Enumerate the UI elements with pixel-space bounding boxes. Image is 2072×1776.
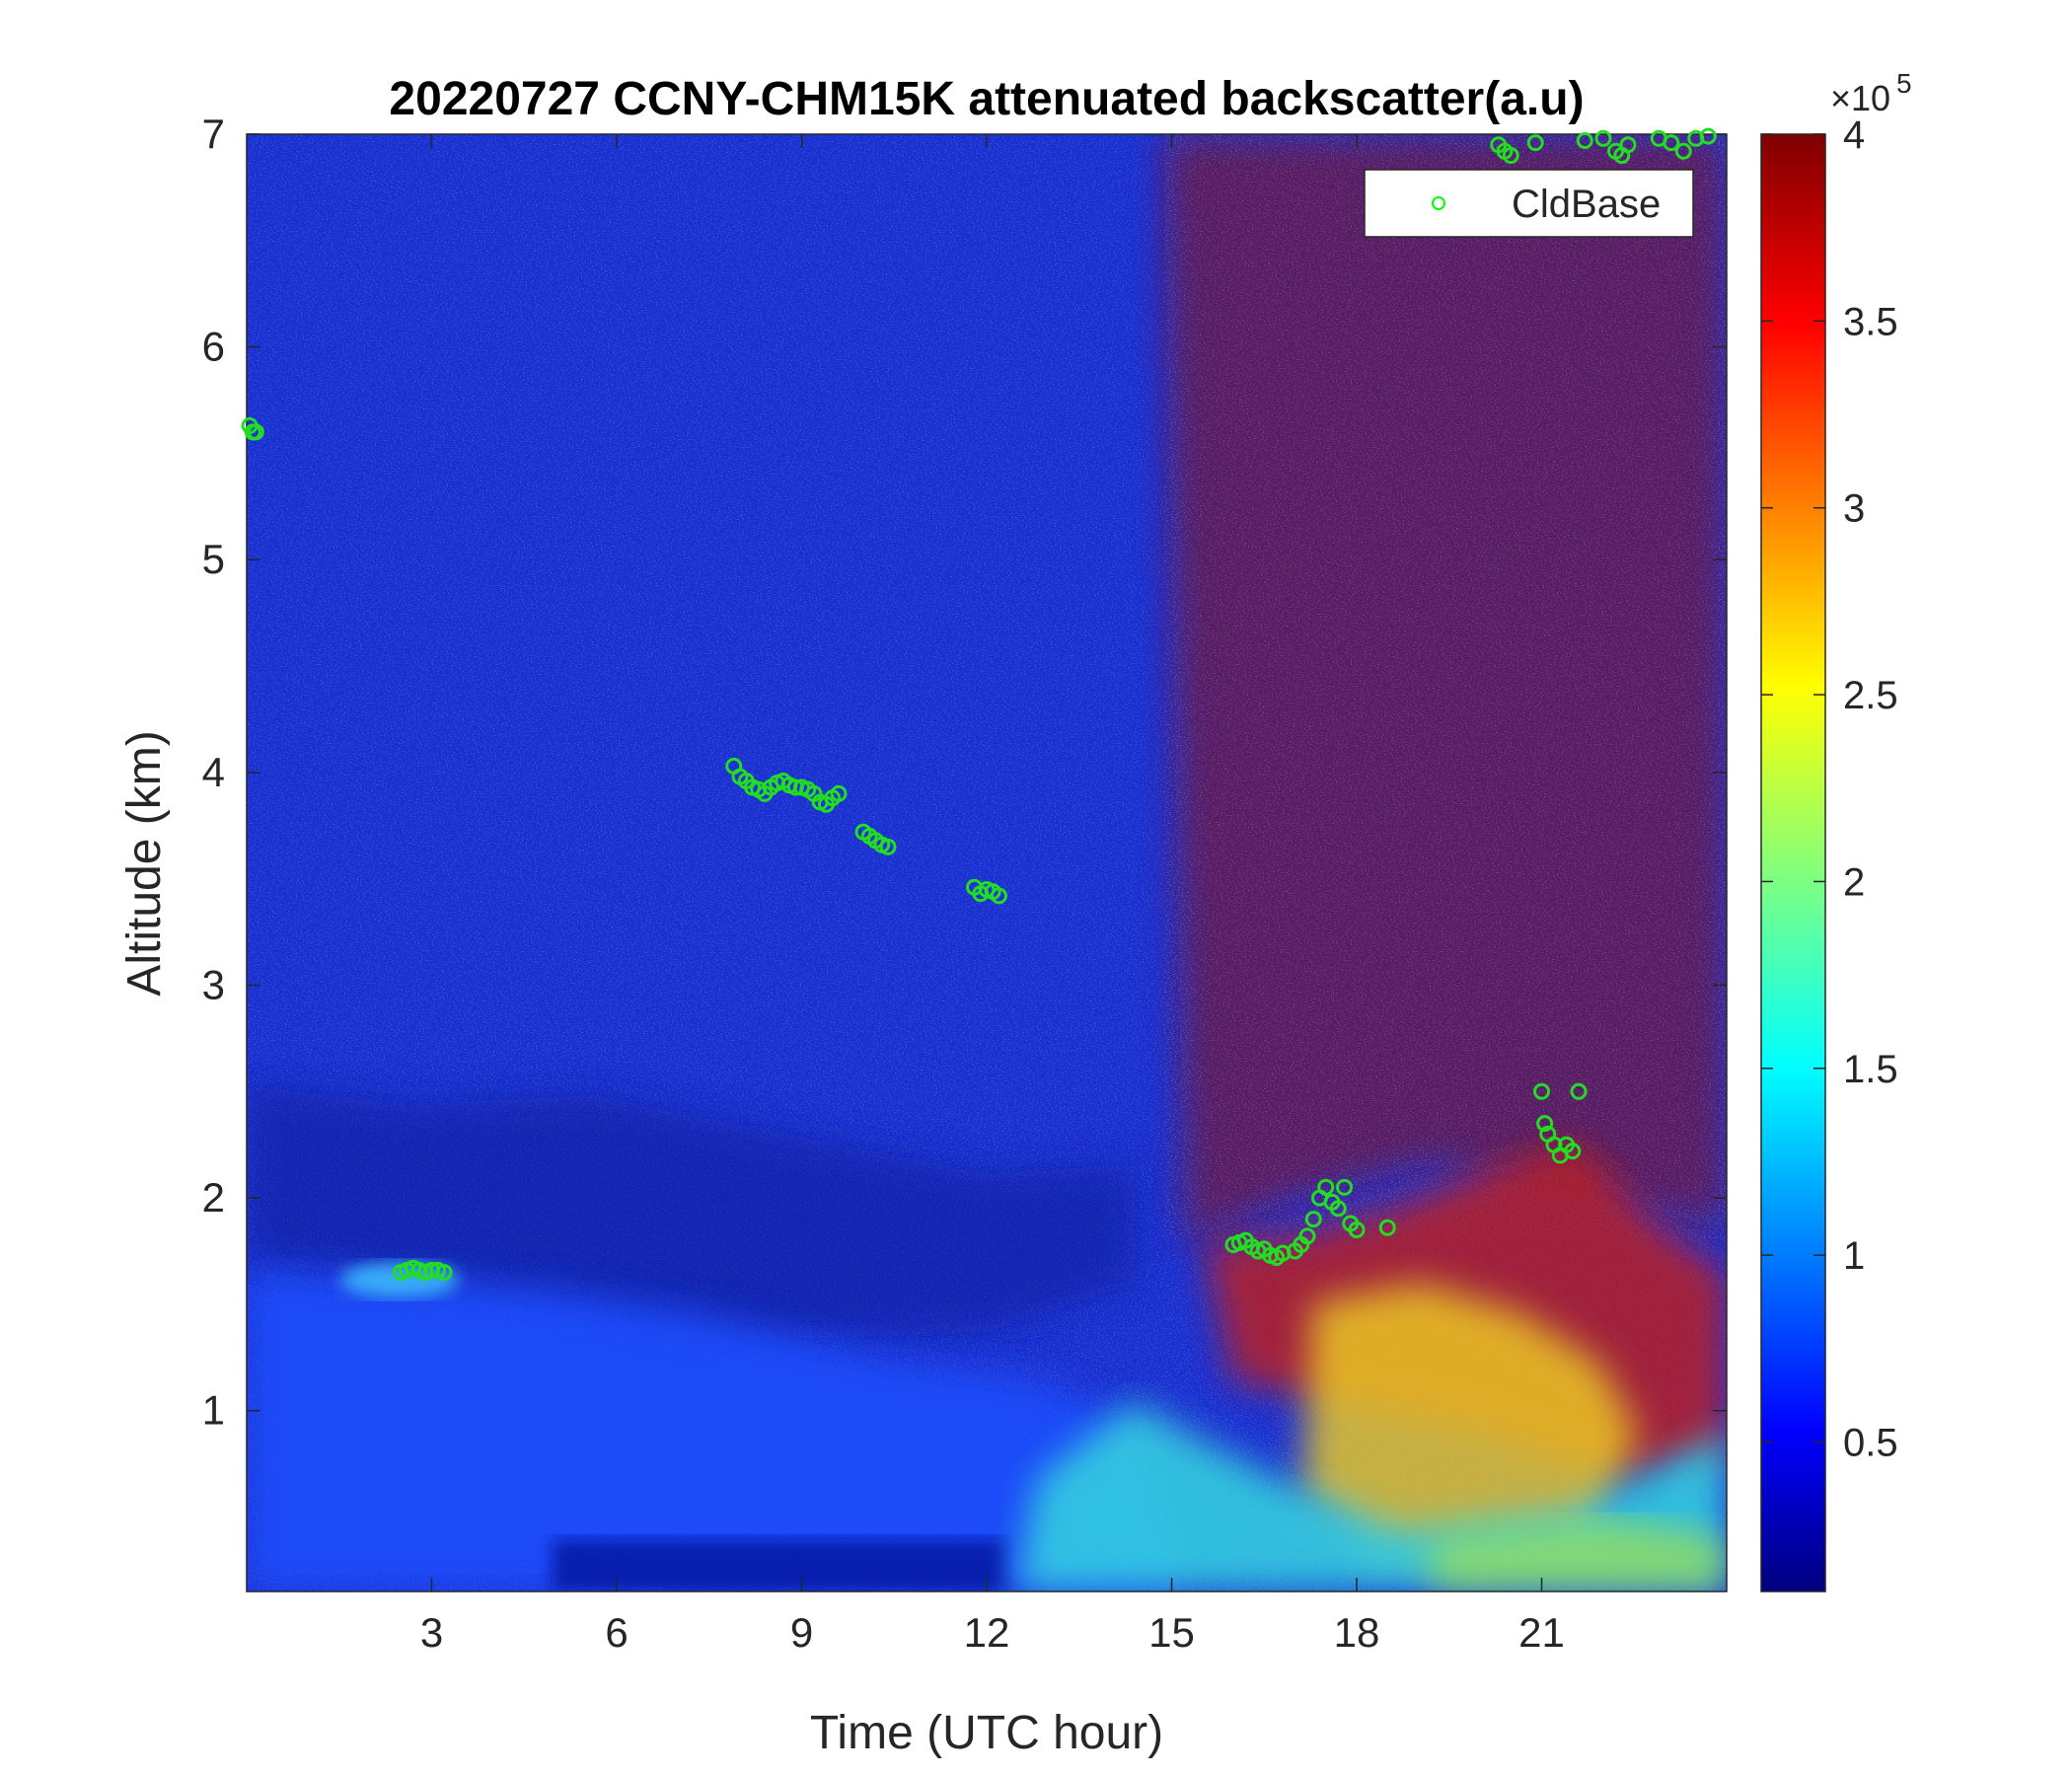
cldbase-point [1570,1082,1588,1100]
cldbase-point [1378,1219,1396,1236]
legend-box [1364,169,1694,238]
x-tick-label: 9 [790,1609,813,1656]
colorbar-tick-label: 4 [1843,113,1865,157]
legend-label-cldbase: CldBase [1512,183,1661,226]
x-axis-ticks: 3 6 9 12 15 18 21 [420,134,1565,1656]
x-tick-label: 15 [1148,1609,1195,1656]
x-axis-label: Time (UTC hour) [810,1707,1163,1759]
x-tick-label: 18 [1334,1609,1380,1656]
cldbase-point [1348,1221,1366,1238]
y-tick-label: 3 [202,961,225,1007]
cldbase-point [435,1264,453,1282]
cldbase-point [1502,147,1519,165]
colorbar-tick-label: 2.5 [1843,674,1898,717]
cloud-base-points [241,127,1717,1282]
y-tick-label: 2 [202,1174,225,1221]
x-tick-label: 12 [964,1609,1010,1656]
x-tick-label: 21 [1518,1609,1565,1656]
y-tick-label: 4 [202,749,225,795]
cldbase-point [1533,1082,1550,1100]
colorbar-tick-label: 2 [1843,860,1865,904]
colorbar-bar [1760,133,1826,1592]
legend-marker-cldbase [1432,196,1445,210]
colorbar-tick-label: 3.5 [1843,300,1898,343]
colorbar: 0.5 1 1.5 2 2.5 3 3.5 4 ×10 5 [1760,68,1912,1592]
colorbar-tick-label: 0.5 [1843,1422,1898,1465]
cldbase-point [1336,1178,1353,1196]
cldbase-point [247,423,264,441]
colorbar-tick-label: 1 [1843,1234,1865,1278]
cldbase-point [1536,1115,1554,1133]
cldbase-point [1674,142,1692,160]
y-tick-label: 5 [202,536,225,582]
cldbase-point [1298,1227,1316,1245]
cldbase-point [1329,1200,1347,1218]
cldbase-point [991,887,1007,905]
colorbar-tick-label: 1.5 [1843,1048,1898,1091]
cldbase-point [1576,131,1593,149]
colorbar-tick-label: 3 [1843,487,1865,531]
x-tick-label: 3 [420,1609,443,1656]
cldbase-point [1317,1178,1335,1196]
colorbar-exponent-power: 5 [1896,68,1912,99]
cldbase-point [1699,127,1717,145]
legend: CldBase [1364,169,1694,238]
cldbase-point [1619,136,1637,154]
cldbase-point [1526,134,1544,152]
y-axis-label: Altitude (km) [118,730,171,996]
cldbase-point [879,838,897,855]
cldbase-point [1594,129,1612,147]
cldbase-point [1304,1211,1322,1228]
y-tick-label: 7 [202,111,225,157]
cldbase-point [1663,134,1680,152]
y-axis-ticks: 1 2 3 4 5 6 7 [202,111,1727,1434]
x-tick-label: 6 [605,1609,628,1656]
y-tick-label: 6 [202,324,225,370]
chart-title: 20220727 CCNY-CHM15K attenuated backscat… [389,73,1584,125]
colorbar-ticks: 0.5 1 1.5 2 2.5 3 3.5 4 [1761,113,1898,1465]
colorbar-exponent-base: ×10 [1830,78,1890,118]
cldbase-point [1564,1143,1582,1160]
y-tick-label: 1 [202,1387,225,1434]
backscatter-heatmap [247,134,1727,1591]
cldbase-point [830,784,848,802]
